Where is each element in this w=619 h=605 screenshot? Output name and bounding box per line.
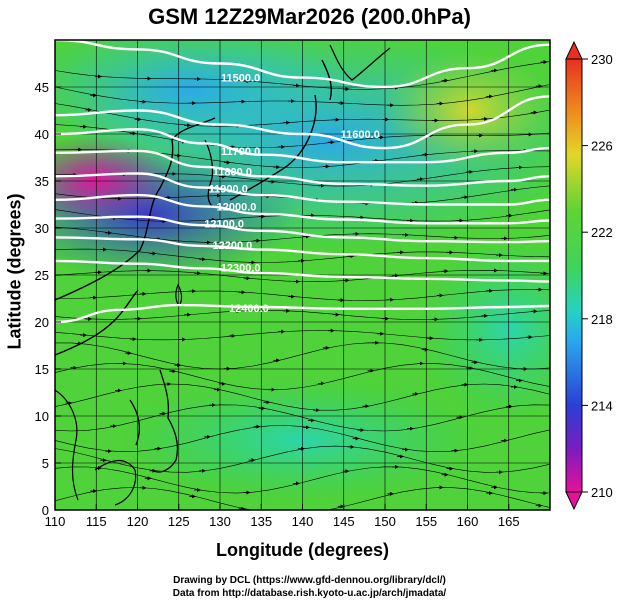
- streamline: [55, 330, 550, 341]
- contour-label: 11900.0: [209, 184, 248, 196]
- coast-indochina: [55, 389, 79, 501]
- contour-label: 11600.0: [341, 129, 380, 141]
- streamline: [55, 226, 550, 243]
- y-tick-label: 45: [35, 80, 49, 95]
- colorbar-tick-label: 230: [591, 52, 613, 67]
- height-contour: [55, 215, 550, 244]
- y-tick-label: 15: [35, 362, 49, 377]
- wind-streamlines: [55, 60, 550, 510]
- y-axis-label: Latitude (degrees): [4, 193, 25, 350]
- y-tick-label: 5: [42, 456, 49, 471]
- x-tick-label: 110: [45, 514, 66, 529]
- streamline: [55, 363, 550, 390]
- x-axis-ticks: 110 115 120 125 130 135 140 145 150 155 160 165: [45, 504, 520, 529]
- colorbar-tick-label: 214: [591, 398, 613, 413]
- x-tick-label: 125: [168, 514, 190, 529]
- colorbar-min-arrow: [565, 491, 583, 511]
- height-contour: [55, 128, 550, 164]
- colorbar-tick-label: 218: [591, 312, 613, 327]
- height-contour: [55, 303, 550, 324]
- credit-dcl: Drawing by DCL (https://www.gfd-dennou.o…: [173, 575, 446, 586]
- streamline: [55, 404, 550, 432]
- height-contour: [55, 149, 550, 187]
- colorbar-tick-label: 226: [591, 139, 613, 154]
- streamline: [55, 342, 550, 370]
- streamline: [55, 61, 550, 90]
- colorbar-tick-label: 210: [591, 485, 613, 500]
- height-contour: [55, 172, 550, 206]
- y-tick-label: 10: [35, 409, 49, 424]
- colorbar-scale: [565, 58, 583, 493]
- contour-label: 12400.0: [229, 303, 269, 315]
- y-tick-label: 25: [35, 268, 49, 283]
- x-tick-label: 130: [209, 514, 231, 529]
- credit-data-source: Data from http://database.rish.kyoto-u.a…: [172, 588, 447, 599]
- x-tick-label: 140: [292, 514, 314, 529]
- x-tick-label: 165: [498, 514, 520, 529]
- x-tick-label: 155: [415, 514, 437, 529]
- temperature-field: [55, 40, 550, 510]
- geopotential-contours: 11500.0 11600.0 11700.0 11800.0 11900.0 12000…: [55, 40, 550, 324]
- contour-label: 12200.0: [212, 240, 252, 252]
- height-contour: [55, 40, 550, 89]
- contour-label: 12000.0: [217, 201, 257, 213]
- height-contour: [55, 259, 550, 283]
- contour-label: 11800.0: [213, 167, 252, 179]
- coast-korea: [204, 139, 214, 207]
- height-contour: [55, 193, 550, 225]
- x-tick-label: 150: [374, 514, 396, 529]
- x-axis-label: Longitude (degrees): [215, 540, 389, 560]
- y-tick-label: 40: [35, 127, 49, 142]
- coast-borneo: [94, 460, 137, 506]
- y-tick-label: 0: [42, 503, 49, 518]
- contour-label: 11700.0: [221, 146, 260, 158]
- colorbar-tick-label: 222: [591, 225, 613, 240]
- streamline: [55, 487, 550, 510]
- y-tick-label: 20: [35, 315, 49, 330]
- colorbar-ticks: 210 214 218 222 226 230: [582, 52, 613, 500]
- coast-china: [55, 117, 216, 356]
- streamline: [55, 425, 550, 453]
- streamline: [55, 209, 550, 222]
- height-contour: [55, 236, 550, 263]
- x-tick-label: 145: [333, 514, 355, 529]
- y-axis-ticks: 0 5 10 15 20 25 30 35 40 45: [35, 80, 61, 518]
- x-tick-label: 115: [86, 514, 107, 529]
- x-tick-label: 120: [127, 514, 149, 529]
- coast-philippines: [129, 369, 179, 473]
- x-tick-label: 135: [250, 514, 272, 529]
- streamline: [55, 269, 550, 283]
- contour-label: 12100.0: [204, 218, 244, 230]
- contour-label: 12300.0: [221, 262, 261, 274]
- chart-title: GSM 12Z29Mar2026 (200.0hPa): [148, 4, 471, 29]
- height-contour: [55, 95, 550, 150]
- contour-label: 11500.0: [221, 73, 260, 85]
- coast-sakhalin: [329, 44, 391, 81]
- streamline: [55, 289, 550, 301]
- streamline: [55, 466, 550, 494]
- streamline: [55, 103, 550, 127]
- colorbar: [565, 40, 583, 511]
- y-tick-label: 30: [35, 221, 49, 236]
- streamline: [55, 124, 550, 149]
- colorbar-max-arrow: [565, 40, 583, 60]
- coastlines: [55, 44, 391, 506]
- x-tick-label: 160: [457, 514, 479, 529]
- y-tick-label: 35: [35, 174, 49, 189]
- streamline: [55, 84, 550, 106]
